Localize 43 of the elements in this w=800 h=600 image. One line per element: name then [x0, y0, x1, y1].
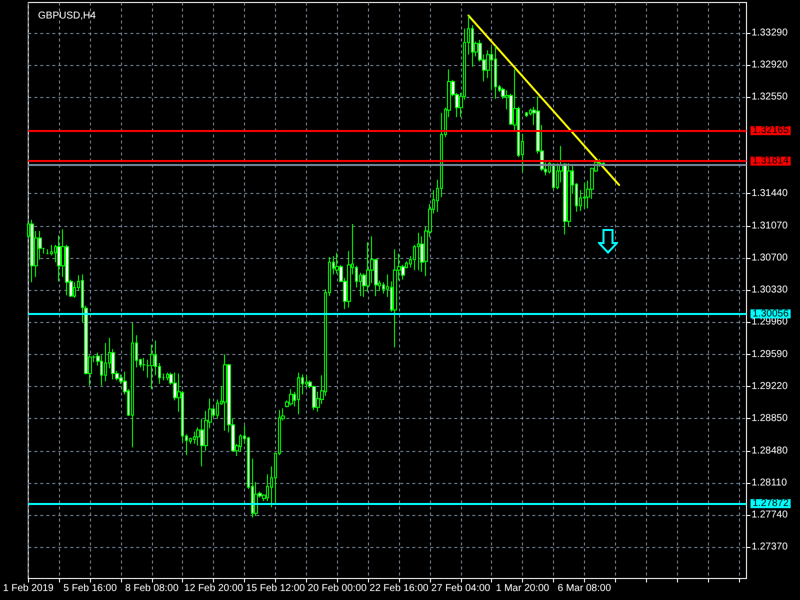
candlestick	[150, 344, 154, 390]
y-tick-label: 1.27370	[752, 542, 788, 553]
y-tick-label: 1.28110	[752, 477, 788, 488]
x-tick-label: 5 Feb 16:00	[63, 583, 118, 594]
y-tick-label: 1.31070	[752, 220, 788, 232]
y-tick-label: 1.28480	[752, 445, 788, 456]
x-tick-label: 8 Feb 08:00	[125, 583, 179, 594]
candlestick	[393, 248, 397, 348]
candlestick	[297, 372, 300, 415]
y-tick-label: 1.29590	[752, 348, 788, 360]
candlestick	[552, 162, 555, 190]
candlestick	[193, 431, 196, 444]
candlestick	[223, 354, 227, 432]
candlestick	[166, 372, 169, 381]
x-tick-label: 20 Feb 00:00	[308, 583, 368, 594]
x-tick-label: 6 Mar 08:00	[558, 583, 612, 594]
ref-line-label: 1.31814	[752, 156, 790, 167]
ref-line-label: 1.30056	[752, 308, 790, 320]
candlestick	[131, 322, 134, 448]
y-tick-label: 1.28850	[752, 413, 788, 424]
y-tick-label: 1.27740	[752, 510, 788, 521]
x-tick-label: 15 Feb 12:00	[246, 583, 306, 594]
y-tick-label: 1.30700	[752, 252, 788, 264]
candlestick	[30, 219, 34, 283]
x-tick-label: 22 Feb 16:00	[370, 583, 429, 594]
candlestick	[417, 232, 420, 271]
x-tick-label: 1 Mar 20:00	[496, 583, 550, 594]
y-tick-label: 1.32550	[752, 92, 788, 103]
y-tick-label: 1.29220	[752, 381, 788, 392]
x-tick-label: 12 Feb 20:00	[184, 583, 244, 594]
candlestick	[583, 182, 586, 209]
x-tick-label: 27 Feb 04:00	[431, 583, 491, 594]
candlestick	[289, 388, 293, 406]
candlestick	[525, 111, 528, 118]
y-tick-label: 1.31440	[752, 188, 788, 200]
y-tick-label: 1.33290	[752, 27, 788, 38]
candlestick	[494, 45, 497, 100]
text: GBPUSD,H4	[38, 10, 96, 22]
x-tick-label: 1 Feb 2019	[2, 583, 54, 594]
y-tick-label: 1.30330	[752, 284, 788, 296]
ref-line-label: 1.32165	[752, 125, 790, 136]
y-tick-label: 1.32920	[752, 60, 788, 71]
ref-line-label: 1.27872	[752, 498, 790, 510]
